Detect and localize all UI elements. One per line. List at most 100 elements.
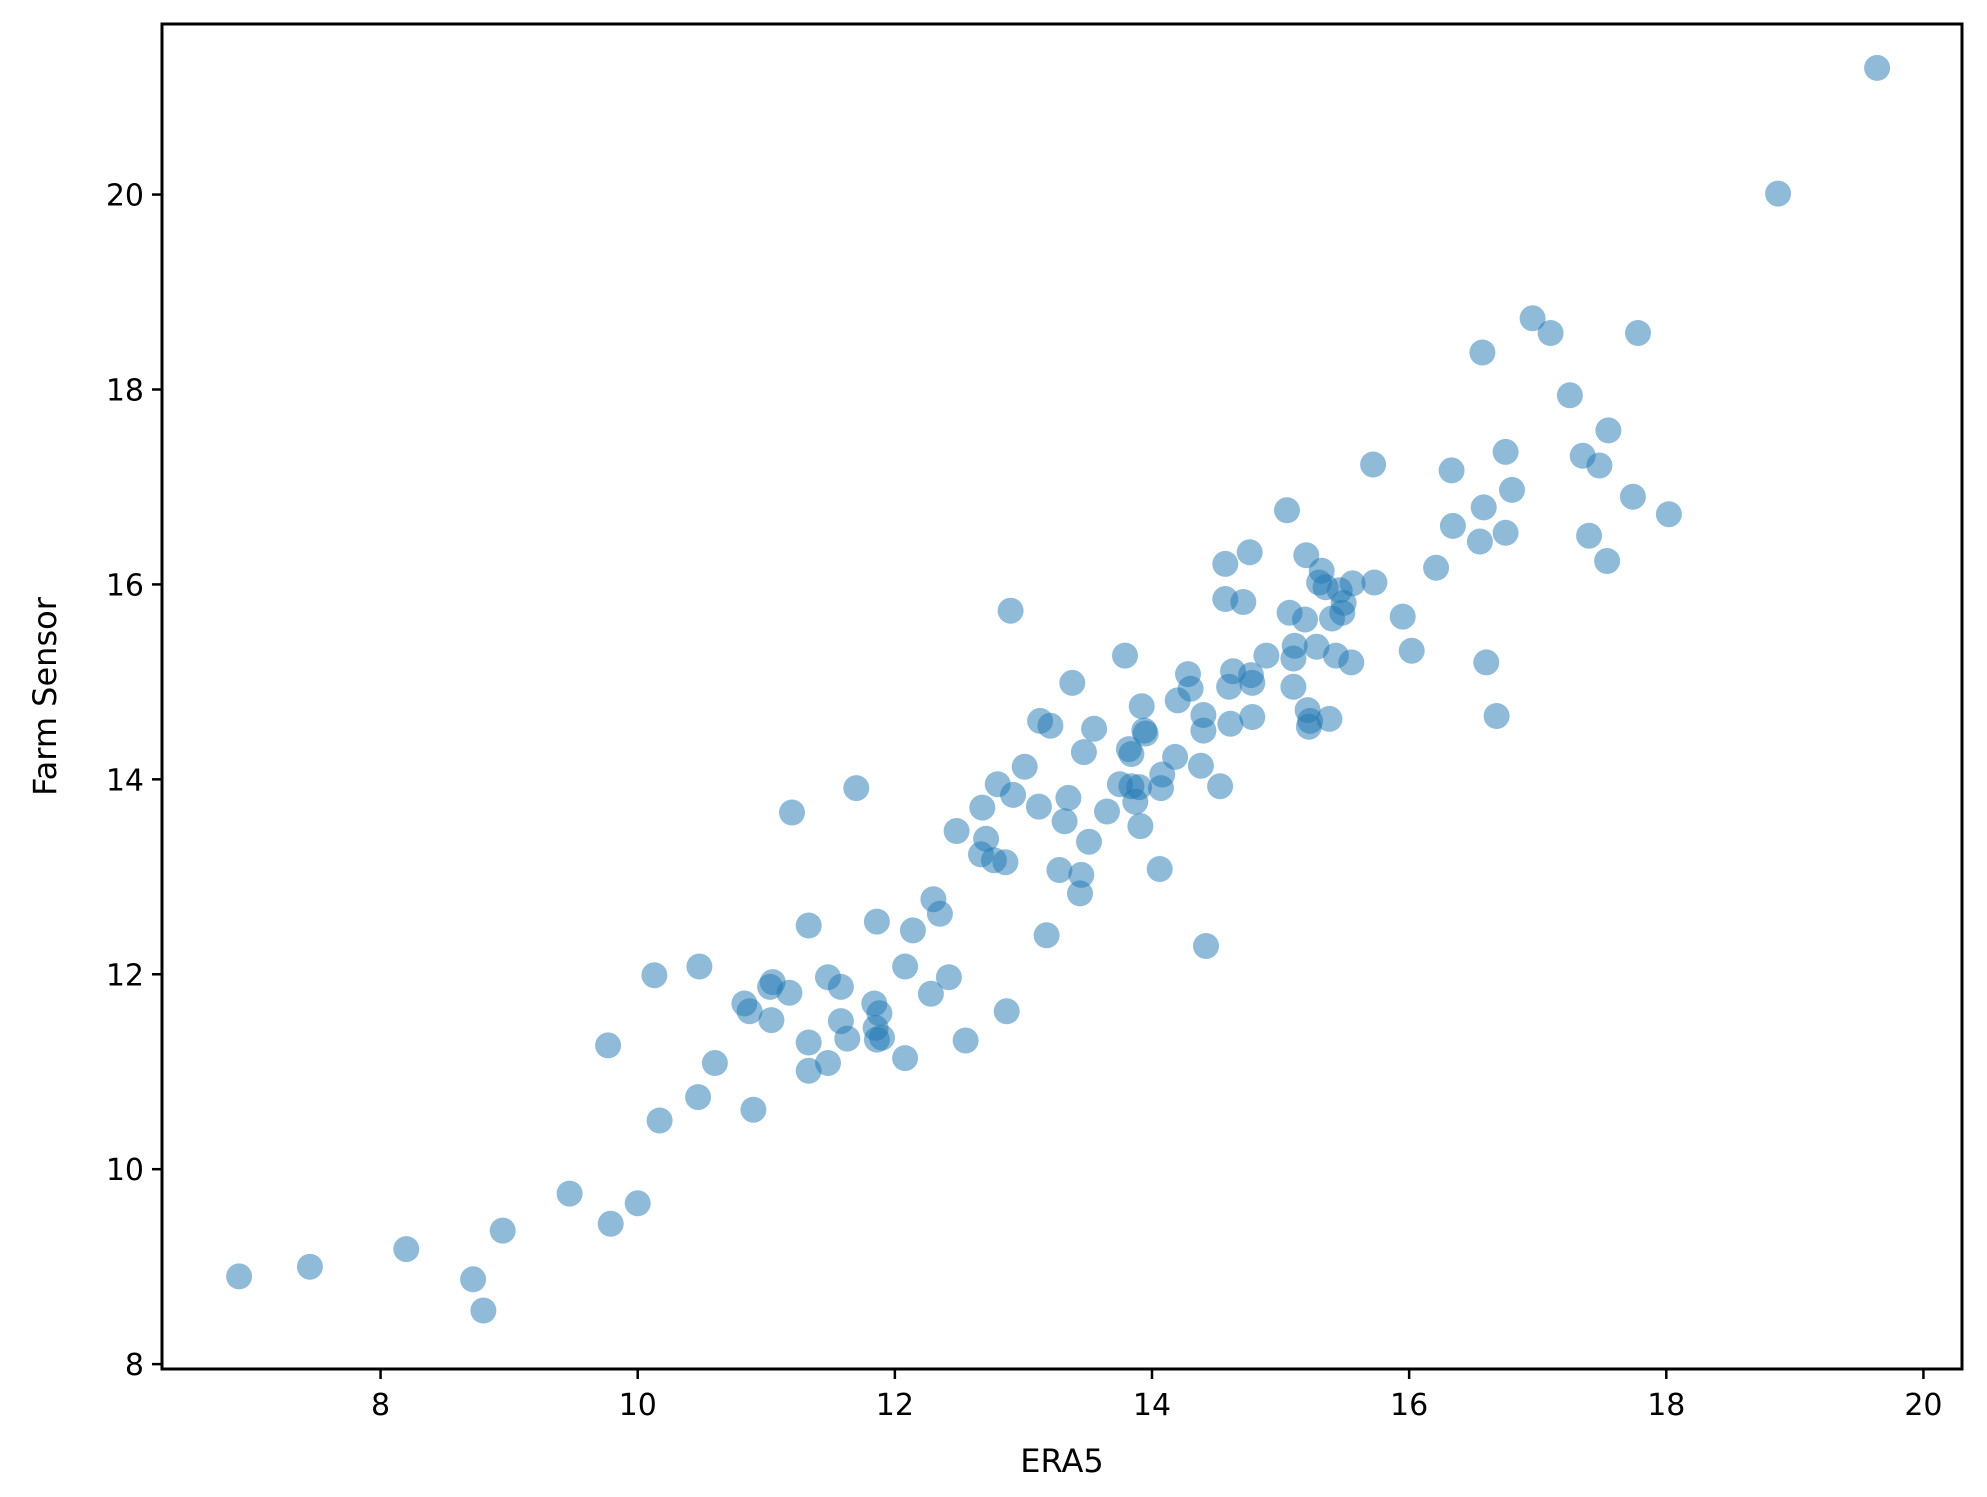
- scatter-point: [1055, 784, 1082, 811]
- x-tick-label: 12: [876, 1388, 914, 1423]
- scatter-point: [1339, 570, 1366, 597]
- scatter-point: [1439, 512, 1466, 539]
- scatter-point: [969, 794, 996, 821]
- scatter-point: [1193, 933, 1219, 959]
- y-tick-label: 12: [106, 958, 144, 993]
- scatter-point: [1146, 856, 1173, 882]
- scatter-point: [1655, 501, 1682, 528]
- scatter-point: [624, 1190, 651, 1217]
- scatter-point: [1297, 707, 1324, 734]
- x-tick-label: 18: [1647, 1388, 1685, 1423]
- scatter-point: [992, 849, 1019, 876]
- scatter-point: [1469, 339, 1496, 366]
- scatter-point: [1033, 922, 1060, 949]
- scatter-point: [795, 1029, 822, 1056]
- scatter-point: [1466, 528, 1493, 555]
- y-tick-label: 8: [125, 1348, 144, 1383]
- scatter-point: [226, 1263, 253, 1290]
- y-axis-ticks: 8 10 12 14 16 18 20: [106, 179, 162, 1383]
- scatter-point: [1438, 457, 1465, 484]
- scatter-point: [470, 1297, 497, 1324]
- scatter-point: [1081, 715, 1108, 742]
- scatter-point: [1236, 539, 1263, 566]
- y-tick-label: 16: [106, 568, 144, 603]
- scatter-point: [1011, 753, 1038, 780]
- x-axis-label: ERA5: [1020, 1442, 1103, 1480]
- scatter-point: [460, 1266, 487, 1293]
- scatter-point: [1230, 589, 1257, 615]
- scatter-point: [892, 1045, 919, 1072]
- scatter-point: [1586, 452, 1613, 479]
- scatter-point: [952, 1027, 979, 1054]
- scatter-point: [1126, 774, 1153, 801]
- scatter-point: [1576, 522, 1603, 549]
- scatter-point: [1329, 599, 1356, 626]
- scatter-point: [1492, 438, 1519, 465]
- scatter-point: [1765, 180, 1792, 207]
- y-tick-label: 20: [106, 179, 144, 214]
- scatter-point: [1112, 642, 1138, 669]
- scatter-point: [1595, 417, 1622, 444]
- scatter-point: [1360, 451, 1387, 478]
- scatter-point: [1127, 813, 1154, 840]
- scatter-point: [917, 980, 944, 1007]
- scatter-point: [1190, 717, 1217, 744]
- scatter-point: [1059, 669, 1086, 696]
- scatter-point: [686, 953, 713, 980]
- scatter-point: [1316, 705, 1343, 732]
- scatter-point: [1094, 798, 1120, 825]
- scatter-point: [1499, 476, 1525, 503]
- scatter-point: [1067, 880, 1093, 907]
- scatter-points: [226, 54, 1891, 1324]
- scatter-point: [935, 964, 962, 991]
- x-tick-label: 8: [371, 1388, 390, 1423]
- scatter-point: [993, 998, 1020, 1025]
- scatter-point: [1303, 633, 1330, 660]
- scatter-point: [758, 1007, 785, 1034]
- scatter-point: [926, 900, 953, 927]
- scatter-point: [1162, 743, 1189, 770]
- scatter-point: [1046, 857, 1073, 883]
- scatter-point: [296, 1253, 323, 1280]
- scatter-point: [1070, 739, 1097, 766]
- x-tick-label: 10: [619, 1388, 657, 1423]
- scatter-point: [1470, 494, 1497, 521]
- scatter-point: [1253, 642, 1280, 669]
- scatter-point: [1068, 861, 1095, 888]
- scatter-point: [1423, 554, 1450, 581]
- scatter-point: [1519, 305, 1546, 332]
- scatter-point: [1217, 710, 1244, 737]
- scatter-point: [1025, 793, 1052, 820]
- scatter-point: [1212, 550, 1239, 577]
- scatter-point: [997, 597, 1024, 624]
- scatter-point: [776, 979, 803, 1006]
- scatter-point: [943, 818, 970, 844]
- scatter-point: [899, 917, 926, 944]
- scatter-point: [1132, 720, 1159, 747]
- x-tick-label: 14: [1133, 1388, 1171, 1423]
- scatter-point: [1361, 569, 1388, 596]
- scatter-point: [795, 912, 822, 939]
- scatter-point: [1051, 808, 1078, 835]
- scatter-point: [1037, 712, 1064, 739]
- scatter-point: [685, 1084, 712, 1111]
- scatter-point: [1118, 741, 1145, 767]
- scatter-point: [1076, 828, 1102, 855]
- scatter-point: [1338, 649, 1365, 676]
- scatter-point: [779, 799, 805, 826]
- scatter-point: [866, 1000, 893, 1027]
- scatter-point: [863, 908, 890, 935]
- scatter-point: [701, 1050, 728, 1076]
- y-tick-label: 10: [106, 1153, 144, 1188]
- scatter-point: [1389, 603, 1416, 630]
- scatter-point: [1473, 649, 1500, 676]
- scatter-point: [834, 1025, 861, 1052]
- scatter-point: [1594, 548, 1621, 574]
- scatter-point: [1537, 320, 1564, 346]
- x-tick-label: 20: [1904, 1388, 1942, 1423]
- scatter-point: [815, 1050, 841, 1076]
- scatter-point: [892, 953, 919, 980]
- scatter-point: [1239, 704, 1266, 730]
- scatter-point: [1556, 382, 1583, 409]
